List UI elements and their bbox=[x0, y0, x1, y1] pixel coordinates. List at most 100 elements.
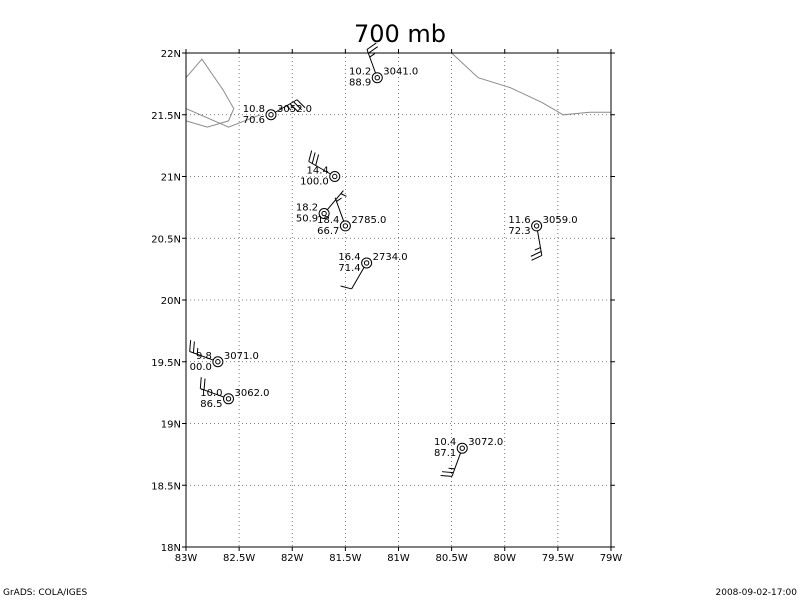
tick-label-lat: 20.5N bbox=[151, 234, 181, 245]
station-circle-icon bbox=[361, 257, 373, 269]
wind-barb-staff bbox=[308, 161, 331, 175]
wind-barb-feather bbox=[293, 101, 302, 111]
wind-barb-feather bbox=[340, 285, 352, 290]
station-humidity: 50.9 bbox=[296, 214, 318, 225]
station-height: 3072.0 bbox=[468, 437, 503, 448]
wind-barb-feather bbox=[286, 105, 292, 111]
station-center-icon bbox=[459, 445, 465, 451]
wind-barb-feather bbox=[315, 154, 320, 166]
station-height: 2734.0 bbox=[373, 252, 408, 263]
station-center-icon bbox=[533, 223, 540, 229]
station-center-icon bbox=[332, 173, 338, 180]
tick-label-lat: 21.5N bbox=[151, 111, 181, 122]
wind-barb-feather bbox=[203, 378, 206, 390]
wind-barb-feather bbox=[530, 251, 542, 257]
station-plots: 10.288.93041.010.870.63052.014.4100.018.… bbox=[189, 42, 578, 477]
station-height: 2785.0 bbox=[351, 215, 386, 226]
tick-label-lat: 19.5N bbox=[151, 358, 181, 369]
station-height: 3041.0 bbox=[383, 67, 418, 78]
station-center-icon bbox=[321, 210, 327, 217]
station-temperature: 11.6 bbox=[508, 215, 530, 226]
station-center-icon bbox=[225, 396, 232, 402]
station-temperature: 18.2 bbox=[296, 203, 318, 214]
station-humidity: 87.1 bbox=[434, 448, 456, 459]
station-circle-icon bbox=[329, 171, 341, 182]
station-height: 3052.0 bbox=[277, 104, 312, 115]
wind-barb-feather bbox=[531, 254, 543, 261]
map-title: 700 mb bbox=[354, 20, 446, 48]
wind-barb-staff bbox=[537, 230, 543, 256]
station: 10.086.5 3062.0 bbox=[199, 377, 270, 410]
wind-barb-feather bbox=[369, 53, 376, 58]
station-circle-icon bbox=[318, 208, 330, 220]
footer-timestamp: 2008-09-02-17:00 bbox=[715, 588, 798, 598]
wind-barb-feather bbox=[189, 340, 192, 352]
wind-barb-feather bbox=[440, 474, 453, 477]
station-humidity: 88.9 bbox=[349, 78, 371, 89]
wind-barb-feather bbox=[308, 150, 313, 162]
station-temperature: 10.4 bbox=[434, 437, 456, 448]
tick-label-lat: 20N bbox=[161, 296, 181, 307]
footer-credit: GrADS: COLA/IGES bbox=[3, 588, 88, 598]
station-center-icon bbox=[268, 112, 274, 118]
wind-barb-feather bbox=[311, 152, 316, 164]
wind-barb-staff bbox=[200, 388, 224, 398]
wind-barb-feather bbox=[199, 377, 202, 389]
wind-barb-staff bbox=[275, 99, 298, 113]
grid-lines bbox=[186, 53, 611, 547]
tick-label-lon: 80.5W bbox=[436, 553, 468, 564]
station-circle-icon bbox=[371, 72, 383, 84]
wind-barb-staff bbox=[351, 267, 365, 290]
wind-barb-feather bbox=[192, 341, 195, 353]
wind-barb-feather bbox=[336, 197, 342, 202]
wind-barb-feather bbox=[441, 471, 454, 474]
station-humidity: 66.7 bbox=[317, 226, 339, 237]
station-height: 3071.0 bbox=[224, 351, 259, 362]
station-temperature: 14.4 bbox=[306, 166, 328, 177]
tick-label-lat: 21N bbox=[161, 173, 181, 184]
station-temperature: 9.8 bbox=[196, 351, 212, 362]
tick-label-lon: 83W bbox=[175, 553, 198, 564]
wind-barb-staff bbox=[189, 351, 214, 361]
station-circle-icon bbox=[223, 393, 234, 405]
station-height: 3062.0 bbox=[235, 388, 270, 399]
station-humidity: 70.6 bbox=[243, 115, 265, 126]
station: 10.487.1 3072.0 bbox=[434, 437, 503, 477]
wind-barb-feather bbox=[289, 103, 299, 113]
tick-label-lat: 19N bbox=[161, 420, 181, 431]
tick-label-lon: 79.5W bbox=[542, 553, 574, 564]
wind-barb-feather bbox=[448, 467, 455, 470]
station-center-icon bbox=[215, 359, 221, 365]
wind-barb-feather bbox=[366, 42, 377, 50]
station-circle-icon bbox=[531, 220, 543, 232]
tick-label-lon: 81W bbox=[387, 553, 410, 564]
tick-label-lon: 79W bbox=[600, 553, 623, 564]
station: 18.250.9 bbox=[296, 190, 347, 225]
station: 18.466.7 2785.0 bbox=[317, 197, 386, 237]
tick-label-lat: 18N bbox=[161, 543, 181, 554]
tick-label-lat: 18.5N bbox=[151, 481, 181, 492]
station-humidity: 00.0 bbox=[190, 362, 212, 373]
station-center-icon bbox=[342, 223, 349, 229]
wind-barb-staff bbox=[366, 49, 377, 74]
station-center-icon bbox=[374, 75, 380, 81]
wind-barb-feather bbox=[534, 247, 541, 251]
station-height: 3059.0 bbox=[543, 215, 578, 226]
station-humidity: 72.3 bbox=[508, 226, 530, 237]
tick-label-lon: 82W bbox=[281, 553, 304, 564]
station-temperature: 18.4 bbox=[317, 215, 339, 226]
coastline bbox=[451, 52, 611, 116]
wind-barb-feather bbox=[368, 46, 378, 54]
station-temperature: 10.2 bbox=[349, 67, 371, 78]
station-temperature: 16.4 bbox=[338, 252, 360, 263]
axis-ticks: 83W 82.5W 82W 81.5W 81W 80.5W 80W 79.5W 79W 18N 18… bbox=[151, 49, 622, 564]
coastline bbox=[185, 108, 261, 128]
wind-barb-staff bbox=[326, 190, 344, 211]
tick-label-lon: 81.5W bbox=[329, 553, 361, 564]
station-circle-icon bbox=[456, 442, 468, 454]
station-circle-icon bbox=[339, 220, 351, 232]
station-humidity: 86.5 bbox=[200, 399, 222, 410]
coastline bbox=[185, 58, 235, 128]
